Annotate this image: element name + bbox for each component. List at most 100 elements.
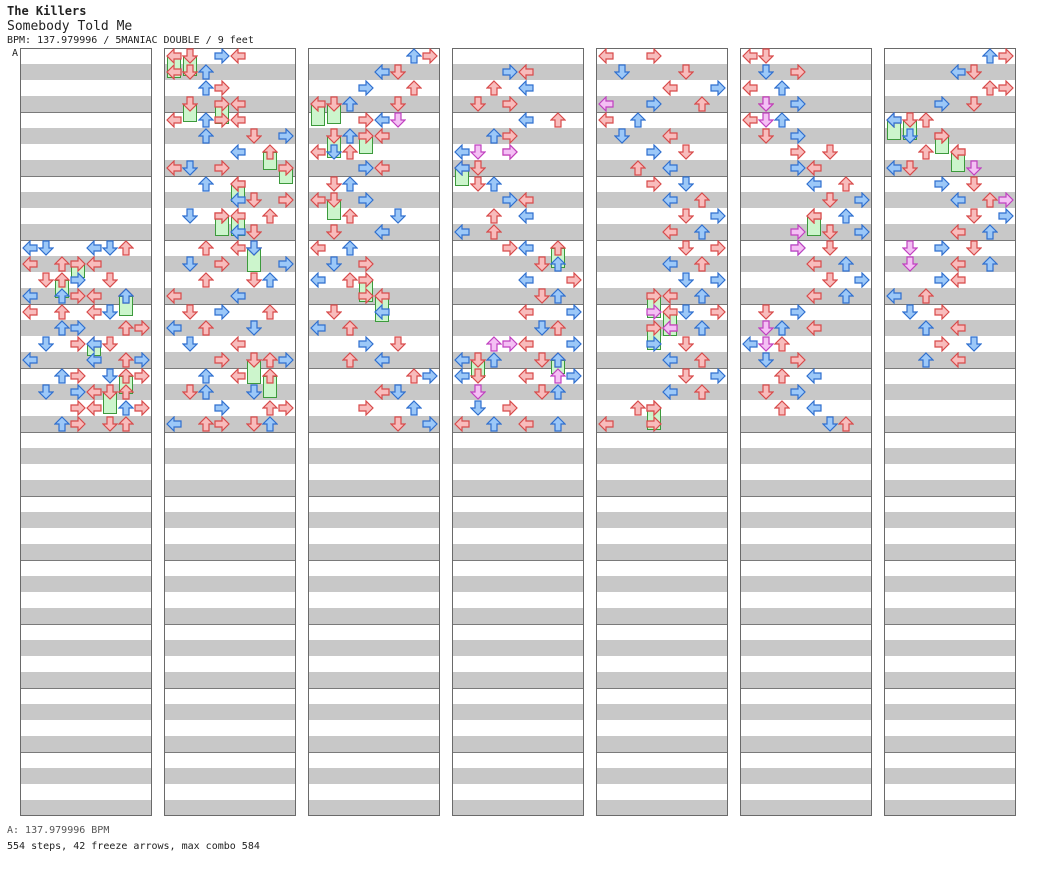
up-arrow-icon	[262, 352, 278, 368]
column-frame	[740, 48, 872, 816]
up-arrow-icon	[982, 80, 998, 96]
measure-line	[308, 624, 440, 625]
down-arrow-icon	[246, 272, 262, 288]
beat-stripe	[596, 320, 728, 336]
beat-stripe	[740, 480, 872, 496]
left-arrow-icon	[454, 144, 470, 160]
up-arrow-icon	[54, 416, 70, 432]
left-arrow-icon	[598, 416, 614, 432]
measure-line	[452, 432, 584, 433]
right-arrow-icon	[998, 80, 1014, 96]
up-arrow-icon	[198, 240, 214, 256]
up-arrow-icon	[918, 112, 934, 128]
measure-line	[308, 688, 440, 689]
right-arrow-icon	[934, 304, 950, 320]
measure-line	[884, 176, 1016, 177]
beat-stripe	[740, 448, 872, 464]
left-arrow-icon	[310, 96, 326, 112]
beat-stripe	[308, 672, 440, 688]
up-arrow-icon	[694, 96, 710, 112]
beat-stripe	[740, 64, 872, 80]
up-arrow-icon	[118, 240, 134, 256]
right-arrow-icon	[934, 176, 950, 192]
left-arrow-icon	[86, 352, 102, 368]
left-arrow-icon	[374, 224, 390, 240]
beat-stripe	[596, 704, 728, 720]
left-arrow-icon	[86, 336, 102, 352]
right-arrow-icon	[358, 272, 374, 288]
right-arrow-icon	[214, 256, 230, 272]
beat-stripe	[452, 608, 584, 624]
left-arrow-icon	[518, 304, 534, 320]
down-arrow-icon	[470, 384, 486, 400]
beat-stripe	[20, 192, 152, 208]
measure-line	[884, 432, 1016, 433]
left-arrow-icon	[518, 208, 534, 224]
right-arrow-icon	[646, 416, 662, 432]
up-arrow-icon	[198, 272, 214, 288]
down-arrow-icon	[246, 128, 262, 144]
beat-stripe	[452, 704, 584, 720]
beat-stripe	[20, 320, 152, 336]
beat-stripe	[596, 256, 728, 272]
measure-line	[596, 240, 728, 241]
left-arrow-icon	[454, 160, 470, 176]
beat-stripe	[596, 544, 728, 560]
right-arrow-icon	[358, 128, 374, 144]
right-arrow-icon	[646, 336, 662, 352]
down-arrow-icon	[182, 384, 198, 400]
up-arrow-icon	[342, 176, 358, 192]
down-arrow-icon	[326, 128, 342, 144]
beat-stripe	[20, 544, 152, 560]
right-arrow-icon	[278, 256, 294, 272]
measure-line	[596, 624, 728, 625]
down-arrow-icon	[326, 176, 342, 192]
right-arrow-icon	[358, 288, 374, 304]
up-arrow-icon	[198, 368, 214, 384]
left-arrow-icon	[310, 192, 326, 208]
up-arrow-icon	[694, 256, 710, 272]
beat-stripe	[20, 736, 152, 752]
right-arrow-icon	[566, 368, 582, 384]
down-arrow-icon	[246, 384, 262, 400]
beat-stripe	[20, 160, 152, 176]
left-arrow-icon	[310, 144, 326, 160]
down-arrow-icon	[758, 128, 774, 144]
down-arrow-icon	[38, 272, 54, 288]
measure-line	[164, 240, 296, 241]
beat-stripe	[884, 512, 1016, 528]
measure-line	[20, 112, 152, 113]
down-arrow-icon	[326, 304, 342, 320]
beat-stripe	[20, 256, 152, 272]
right-arrow-icon	[70, 384, 86, 400]
left-arrow-icon	[230, 96, 246, 112]
down-arrow-icon	[182, 48, 198, 64]
left-arrow-icon	[950, 224, 966, 240]
beat-stripe	[884, 256, 1016, 272]
left-arrow-icon	[86, 240, 102, 256]
down-arrow-icon	[902, 304, 918, 320]
up-arrow-icon	[838, 208, 854, 224]
up-arrow-icon	[918, 144, 934, 160]
up-arrow-icon	[550, 352, 566, 368]
right-arrow-icon	[854, 272, 870, 288]
measure-line	[452, 240, 584, 241]
down-arrow-icon	[678, 144, 694, 160]
right-arrow-icon	[646, 304, 662, 320]
up-arrow-icon	[982, 192, 998, 208]
beat-stripe	[596, 288, 728, 304]
beat-stripe	[164, 288, 296, 304]
beat-stripe	[452, 480, 584, 496]
left-arrow-icon	[454, 368, 470, 384]
beat-stripe	[596, 608, 728, 624]
beat-stripe	[452, 64, 584, 80]
up-arrow-icon	[54, 368, 70, 384]
down-arrow-icon	[246, 240, 262, 256]
left-arrow-icon	[806, 288, 822, 304]
down-arrow-icon	[758, 304, 774, 320]
beat-stripe	[308, 416, 440, 432]
right-arrow-icon	[646, 288, 662, 304]
up-arrow-icon	[550, 368, 566, 384]
beat-stripe	[164, 704, 296, 720]
down-arrow-icon	[966, 160, 982, 176]
